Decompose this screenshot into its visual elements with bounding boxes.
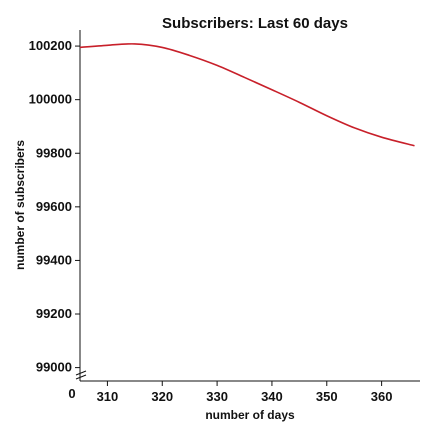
y-tick-label: 99800	[36, 145, 72, 160]
x-origin-label: 0	[68, 386, 75, 401]
x-tick-label: 330	[206, 389, 228, 404]
y-axis-ticks: 99000 99200 99400 99600 99800 100000 100200	[29, 38, 80, 375]
y-tick-label: 100200	[29, 38, 72, 53]
y-tick-label: 99400	[36, 252, 72, 267]
x-tick-label: 320	[151, 389, 173, 404]
y-axis-label: number of subscribers	[13, 140, 27, 270]
y-tick-label: 99000	[36, 360, 72, 375]
axis-break-marker	[75, 370, 87, 380]
y-tick-label: 99600	[36, 199, 72, 214]
x-tick-label: 360	[371, 389, 393, 404]
x-axis-label: number of days	[205, 408, 295, 422]
chart-title: Subscribers: Last 60 days	[162, 15, 348, 32]
x-tick-label: 310	[97, 389, 119, 404]
y-tick-label: 100000	[29, 92, 72, 107]
series-line	[79, 43, 415, 147]
x-axis-ticks: 310 320 330 340 350 360	[97, 381, 393, 404]
x-tick-label: 350	[316, 389, 338, 404]
x-tick-label: 340	[261, 389, 283, 404]
y-tick-label: 99200	[36, 306, 72, 321]
